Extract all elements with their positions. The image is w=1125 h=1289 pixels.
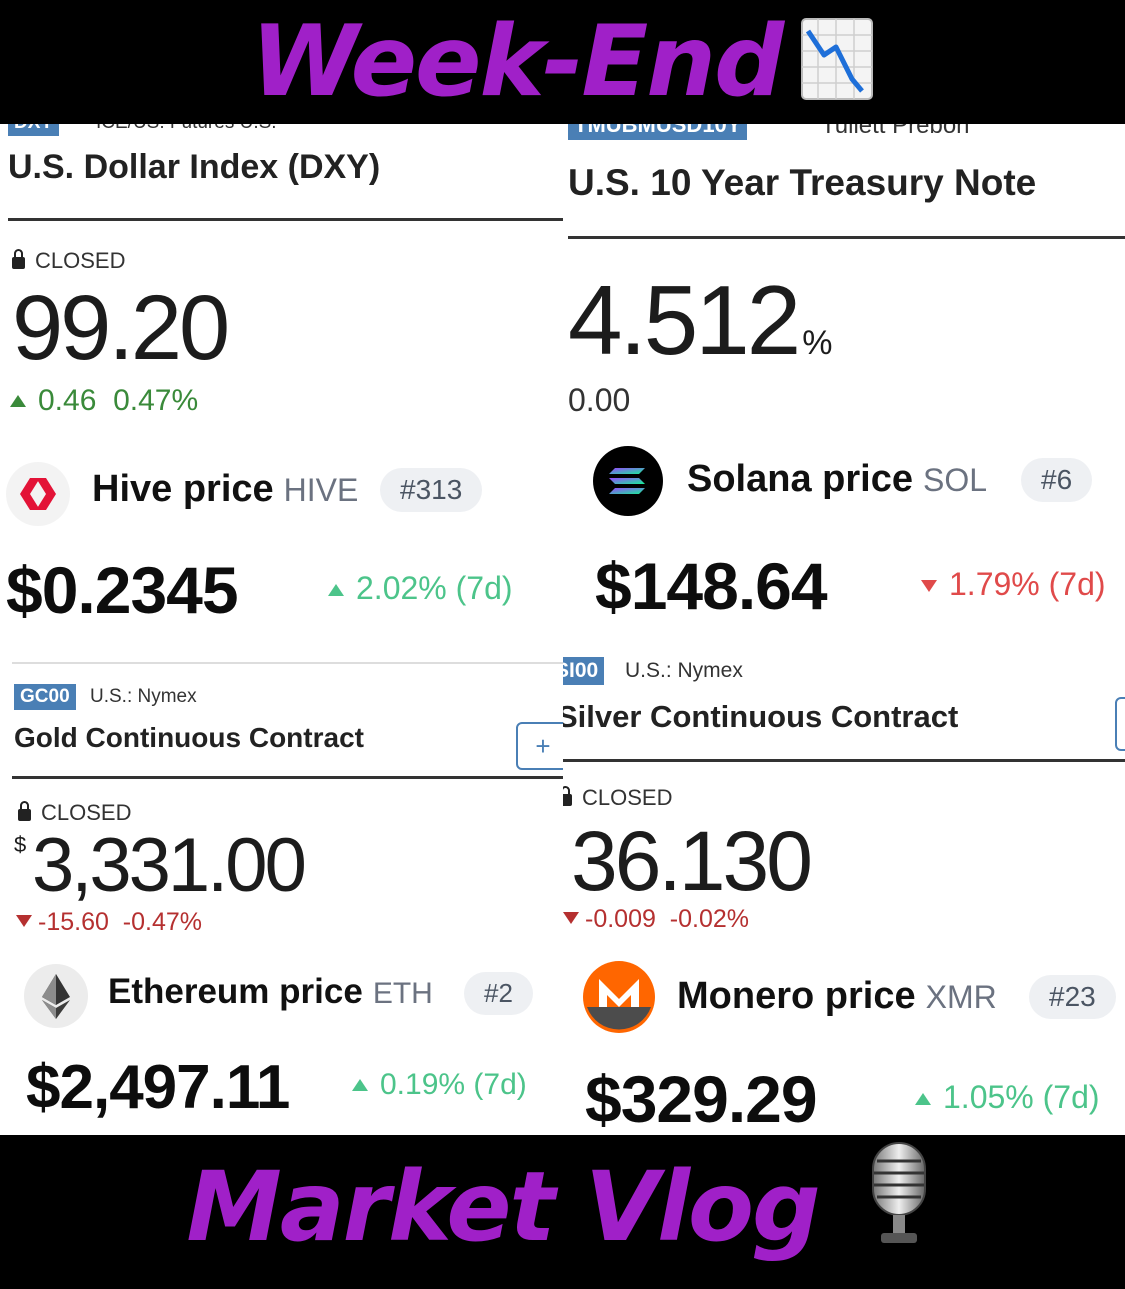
treasury-title: U.S. 10 Year Treasury Note (568, 162, 1037, 203)
gold-ticker-tag: GC00 (14, 684, 76, 710)
dxy-divider (8, 218, 563, 221)
gold-currency: $ (14, 832, 27, 857)
gold-divider (12, 776, 563, 779)
gold-panel: GC00 U.S.: Nymex Gold Continuous Contrac… (0, 664, 563, 1135)
solana-change: 1.79% (7d) (921, 566, 1106, 603)
solana-rank-badge: #6 (1021, 458, 1093, 502)
header-title: Week-End (250, 5, 784, 119)
hive-symbol: HIVE (283, 472, 359, 508)
silver-value: 36.130 (571, 814, 813, 908)
ethereum-logo-icon (24, 964, 88, 1028)
monero-rank-badge: #23 (1029, 975, 1116, 1019)
footer-title: Market Vlog (186, 1151, 820, 1263)
solana-logo-icon (593, 446, 663, 516)
down-arrow-icon (16, 915, 32, 927)
gold-value: 3,331.00 (32, 823, 307, 908)
solana-price: $148.64 (595, 549, 828, 623)
hive-change: 2.02% (7d) (328, 570, 513, 607)
treasury-ticker-tag: TMUBMUSD10Y (568, 124, 748, 140)
up-arrow-icon (352, 1079, 368, 1091)
gold-change: -15.60 -0.47% (16, 908, 202, 937)
chart-decreasing-icon (800, 6, 874, 130)
lock-icon (18, 801, 31, 821)
up-arrow-icon (915, 1093, 931, 1105)
ethereum-symbol: ETH (372, 977, 433, 1010)
gold-status: CLOSED (18, 800, 131, 826)
dxy-status: CLOSED (12, 248, 125, 274)
gold-add-button[interactable]: + (516, 722, 563, 770)
dxy-panel: DXY ICE/US: Futures U.S. U.S. Dollar Ind… (0, 124, 563, 664)
silver-status: CLOSED (563, 785, 672, 811)
silver-change: -0.009 -0.02% (563, 905, 749, 934)
silver-ticker-tag: SI00 (563, 657, 605, 685)
hive-divider (12, 662, 563, 664)
header-banner: Week-End (0, 0, 1125, 124)
lock-icon (12, 249, 25, 269)
hive-logo-icon (6, 462, 70, 526)
treasury-exchange: Tullett Prebon (821, 124, 970, 139)
monero-logo-icon (583, 961, 655, 1033)
ethereum-price: $2,497.11 (26, 1053, 290, 1122)
treasury-panel: TMUBMUSD10Y Tullett Prebon U.S. 10 Year … (563, 124, 1125, 655)
silver-divider (563, 759, 1125, 762)
up-arrow-icon (328, 584, 344, 596)
treasury-change: 0.00 (568, 382, 631, 418)
monero-change: 1.05% (7d) (915, 1079, 1100, 1116)
treasury-divider (568, 236, 1125, 239)
down-arrow-icon (563, 912, 579, 924)
monero-name: Monero price XMR (677, 975, 997, 1017)
dxy-exchange: ICE/US: Futures U.S. (96, 124, 277, 134)
silver-title: Silver Continuous Contract (563, 699, 959, 734)
silver-exchange: U.S.: Nymex (625, 659, 743, 682)
microphone-icon (859, 1139, 939, 1289)
ethereum-change: 0.19% (7d) (352, 1068, 527, 1102)
dxy-change: 0.46 0.47% (10, 384, 198, 418)
treasury-unit: % (802, 324, 833, 362)
solana-name: Solana price SOL (687, 458, 988, 500)
silver-add-button[interactable] (1115, 697, 1125, 751)
hive-name: Hive price HIVE (92, 468, 359, 510)
silver-panel: SI00 U.S.: Nymex Silver Continuous Contr… (563, 655, 1125, 1135)
gold-title: Gold Continuous Contract (14, 722, 364, 753)
gold-exchange: U.S.: Nymex (90, 686, 197, 707)
treasury-value: 4.512% (568, 265, 833, 375)
ethereum-rank-badge: #2 (464, 972, 533, 1015)
monero-price: $329.29 (585, 1062, 818, 1135)
hive-rank-badge: #313 (380, 468, 483, 512)
dxy-ticker-tag: DXY (8, 124, 60, 136)
solana-symbol: SOL (922, 462, 988, 498)
monero-symbol: XMR (925, 979, 997, 1015)
ethereum-name: Ethereum price ETH (108, 972, 433, 1011)
dxy-title: U.S. Dollar Index (DXY) (8, 148, 381, 186)
dxy-value: 99.20 (12, 277, 230, 379)
lock-icon (563, 786, 572, 806)
footer-banner: Market Vlog (0, 1135, 1125, 1280)
down-arrow-icon (921, 580, 937, 592)
up-arrow-icon (10, 395, 26, 407)
hive-price: $0.2345 (6, 553, 239, 627)
